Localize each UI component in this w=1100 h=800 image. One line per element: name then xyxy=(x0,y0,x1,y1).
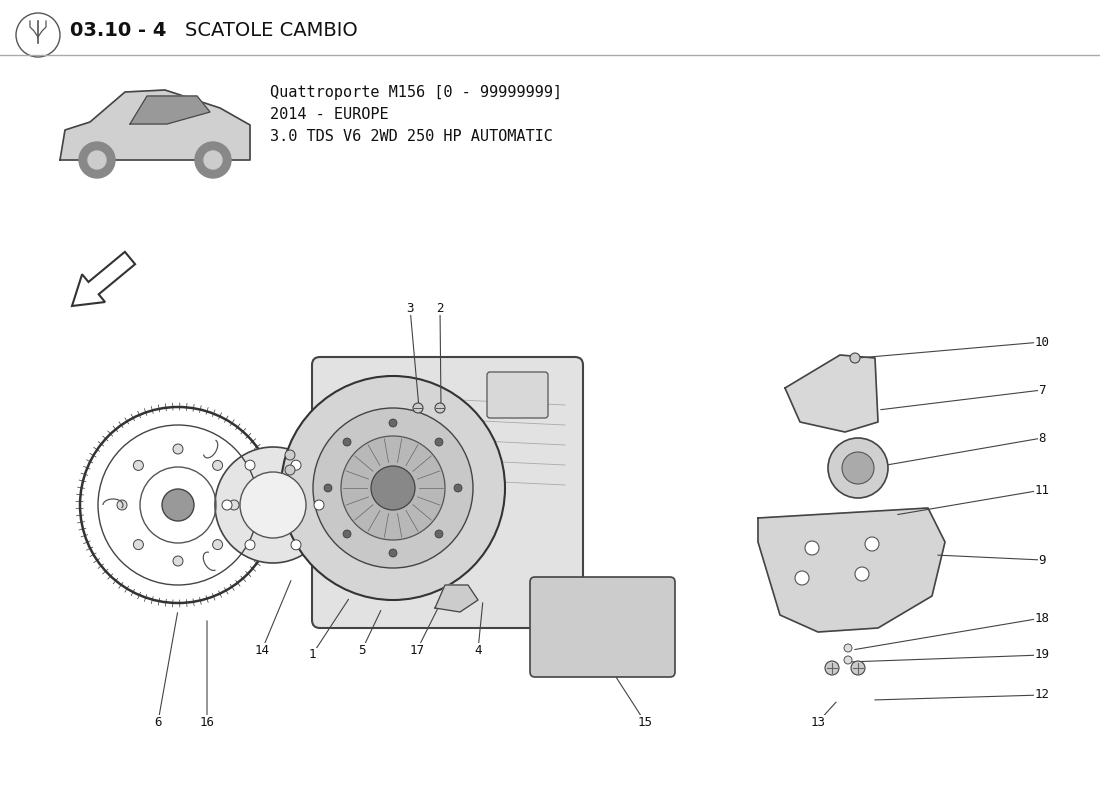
Text: 1: 1 xyxy=(308,649,316,662)
Text: 2014 - EUROPE: 2014 - EUROPE xyxy=(270,107,388,122)
Polygon shape xyxy=(130,96,210,124)
Circle shape xyxy=(865,537,879,551)
Circle shape xyxy=(314,500,324,510)
Circle shape xyxy=(204,151,222,169)
FancyArrow shape xyxy=(72,252,135,306)
Text: 3.0 TDS V6 2WD 250 HP AUTOMATIC: 3.0 TDS V6 2WD 250 HP AUTOMATIC xyxy=(270,129,553,144)
Circle shape xyxy=(214,447,331,563)
FancyBboxPatch shape xyxy=(487,372,548,418)
Circle shape xyxy=(280,376,505,600)
Text: 13: 13 xyxy=(811,715,825,729)
FancyBboxPatch shape xyxy=(530,577,675,677)
Text: 7: 7 xyxy=(1038,383,1046,397)
Text: 9: 9 xyxy=(1038,554,1046,566)
Circle shape xyxy=(454,484,462,492)
Polygon shape xyxy=(758,508,945,632)
Circle shape xyxy=(292,460,301,470)
Text: 8: 8 xyxy=(1038,431,1046,445)
Circle shape xyxy=(842,452,874,484)
Circle shape xyxy=(434,438,443,446)
Circle shape xyxy=(434,530,443,538)
Circle shape xyxy=(825,661,839,675)
Text: 4: 4 xyxy=(474,643,482,657)
Circle shape xyxy=(343,438,351,446)
Circle shape xyxy=(371,466,415,510)
Circle shape xyxy=(851,661,865,675)
Circle shape xyxy=(245,460,255,470)
Text: 10: 10 xyxy=(1034,335,1049,349)
Text: 03.10 - 4: 03.10 - 4 xyxy=(70,21,173,39)
Circle shape xyxy=(133,461,143,470)
FancyBboxPatch shape xyxy=(312,357,583,628)
Text: 17: 17 xyxy=(409,643,425,657)
Circle shape xyxy=(412,403,424,413)
Circle shape xyxy=(195,142,231,178)
Polygon shape xyxy=(60,90,250,160)
Circle shape xyxy=(855,567,869,581)
Text: Quattroporte M156 [0 - 99999999]: Quattroporte M156 [0 - 99999999] xyxy=(270,85,562,100)
Circle shape xyxy=(844,644,852,652)
Circle shape xyxy=(133,539,143,550)
Circle shape xyxy=(222,500,232,510)
Circle shape xyxy=(88,151,106,169)
Circle shape xyxy=(117,500,126,510)
Text: 2: 2 xyxy=(437,302,443,314)
Circle shape xyxy=(324,484,332,492)
Circle shape xyxy=(285,465,295,475)
Text: 11: 11 xyxy=(1034,483,1049,497)
Circle shape xyxy=(343,530,351,538)
Text: SCATOLE CAMBIO: SCATOLE CAMBIO xyxy=(185,21,358,39)
Circle shape xyxy=(240,472,306,538)
Text: 3: 3 xyxy=(406,302,414,314)
Text: 18: 18 xyxy=(1034,611,1049,625)
Polygon shape xyxy=(434,585,478,612)
Circle shape xyxy=(389,419,397,427)
Circle shape xyxy=(844,656,852,664)
Circle shape xyxy=(389,549,397,557)
Circle shape xyxy=(341,436,446,540)
Text: 6: 6 xyxy=(154,715,162,729)
Circle shape xyxy=(173,556,183,566)
Text: 16: 16 xyxy=(199,715,214,729)
Text: 12: 12 xyxy=(1034,689,1049,702)
Circle shape xyxy=(795,571,808,585)
Circle shape xyxy=(162,489,194,521)
Text: 5: 5 xyxy=(359,643,365,657)
Text: 15: 15 xyxy=(638,715,652,729)
Text: 19: 19 xyxy=(1034,649,1049,662)
Circle shape xyxy=(292,540,301,550)
Circle shape xyxy=(245,540,255,550)
Polygon shape xyxy=(785,355,878,432)
Circle shape xyxy=(173,444,183,454)
Circle shape xyxy=(212,461,222,470)
Circle shape xyxy=(285,450,295,460)
Circle shape xyxy=(314,408,473,568)
Circle shape xyxy=(79,142,116,178)
Circle shape xyxy=(850,353,860,363)
Circle shape xyxy=(229,500,239,510)
Circle shape xyxy=(828,438,888,498)
Circle shape xyxy=(805,541,820,555)
Circle shape xyxy=(212,539,222,550)
Circle shape xyxy=(434,403,446,413)
Text: 14: 14 xyxy=(254,643,270,657)
